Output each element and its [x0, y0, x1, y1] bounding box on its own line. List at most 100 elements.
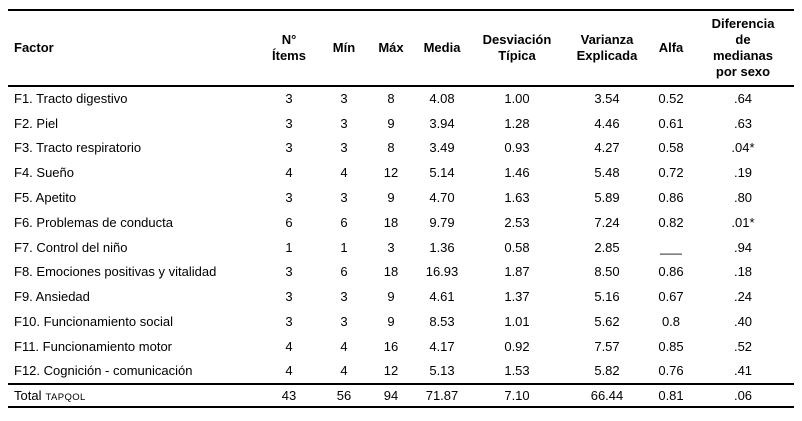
min-cell: 3: [340, 289, 348, 305]
max-cell: 12: [383, 165, 399, 181]
factor-cell: F9. Ansiedad: [14, 289, 90, 305]
media-cell: 3.94: [429, 115, 455, 131]
n-items-cell: 3: [285, 91, 293, 107]
media-cell: 3.49: [429, 140, 455, 156]
desviacion-cell: 1.63: [504, 190, 530, 206]
min-cell: 3: [340, 314, 348, 330]
table-row: F8. Emociones positivas y vitalidad 3 6 18 1…: [8, 260, 794, 285]
table-body: F1. Tracto digestivo 3 3 8 4.08 1.00 3.54 0.52.…: [8, 86, 794, 384]
diferencia-cell: .18: [733, 264, 753, 280]
min-cell: 4: [340, 338, 348, 354]
varianza-cell: 8.50: [594, 264, 620, 280]
max-cell: 8: [387, 91, 395, 107]
factor-cell: F8. Emociones positivas y vitalidad: [14, 264, 217, 280]
table-row: F11. Funcionamiento motor 4 4 16 4.17 0.92 7.5…: [8, 334, 794, 359]
desviacion-cell: 1.37: [504, 289, 530, 305]
factor-cell: F1. Tracto digestivo: [14, 91, 128, 107]
min-cell: 1: [340, 239, 348, 255]
table-row: F10. Funcionamiento social 3 3 9 8.53 1.01 5.6…: [8, 309, 794, 334]
varianza-cell: 3.54: [594, 91, 620, 107]
factor-cell: F10. Funcionamiento social: [14, 314, 173, 330]
table-row: F9. Ansiedad 3 3 9 4.61 1.37 5.16 0.67 .24: [8, 284, 794, 309]
media-cell: 4.61: [429, 289, 455, 305]
total-varianza-cell: 66.44: [564, 382, 650, 408]
n-items-cell: 6: [285, 214, 293, 230]
n-items-cell: 3: [285, 289, 293, 305]
alfa-cell: 0.76: [658, 363, 684, 379]
max-cell: 9: [387, 190, 395, 206]
desviacion-cell: 1.46: [504, 165, 530, 181]
total-media-cell: 71.87: [414, 382, 470, 408]
header-max: Máx: [368, 9, 414, 87]
desviacion-cell: 1.87: [504, 264, 530, 280]
header-row: Factor N° Ítems Mín Máx Media Desviación…: [8, 9, 794, 87]
media-cell: 5.14: [429, 165, 455, 181]
table-row: F6. Problemas de conducta 6 6 18 9.79 2.53 7.2…: [8, 210, 794, 235]
table-row: F7. Control del niño 1 1 3 1.36 0.58 2.85 ___ .9…: [8, 235, 794, 260]
alfa-cell: ___: [660, 239, 682, 255]
alfa-cell: 0.85: [658, 338, 684, 354]
varianza-cell: 7.57: [594, 338, 620, 354]
n-items-cell: 3: [285, 264, 293, 280]
alfa-cell: 0.52: [658, 91, 684, 107]
desviacion-cell: 1.00: [504, 91, 530, 107]
n-items-cell: 3: [285, 190, 293, 206]
table-row: F12. Cognición - comunicación 4 4 12 5.13 1.5…: [8, 359, 794, 384]
n-items-cell: 3: [285, 140, 293, 156]
diferencia-cell: .19: [733, 165, 753, 181]
varianza-cell: 2.85: [594, 239, 620, 255]
total-label-tapqol: TAPQOL: [45, 391, 86, 403]
min-cell: 3: [340, 190, 348, 206]
desviacion-cell: 0.58: [504, 239, 530, 255]
max-cell: 8: [387, 140, 395, 156]
n-items-cell: 4: [285, 338, 293, 354]
varianza-cell: 4.27: [594, 140, 620, 156]
total-label-cell: Total TAPQOL: [8, 382, 258, 408]
table-row: F5. Apetito 3 3 9 4.70 1.63 5.89 0.86 .80: [8, 185, 794, 210]
min-cell: 3: [340, 115, 348, 131]
tapqol-statistics-table: Factor N° Ítems Mín Máx Media Desviación…: [8, 9, 794, 408]
total-n-items-cell: 43: [258, 382, 320, 408]
diferencia-cell: .80: [733, 190, 753, 206]
alfa-cell: 0.67: [658, 289, 684, 305]
table-row: F2. Piel 3 3 9 3.94 1.28 4.46 0.61 .63: [8, 111, 794, 136]
factor-cell: F7. Control del niño: [14, 239, 128, 255]
alfa-cell: 0.8: [661, 314, 681, 330]
header-alfa: Alfa: [650, 9, 692, 87]
header-varianza-explicada: Varianza Explicada: [564, 9, 650, 87]
diferencia-cell: .01*: [731, 214, 755, 230]
total-max-cell: 94: [368, 382, 414, 408]
alfa-cell: 0.58: [658, 140, 684, 156]
min-cell: 3: [340, 140, 348, 156]
min-cell: 6: [340, 264, 348, 280]
total-label: Total: [14, 387, 42, 403]
n-items-cell: 4: [285, 165, 293, 181]
n-items-cell: 4: [285, 363, 293, 379]
min-cell: 4: [340, 363, 348, 379]
total-diferencia-cell: .06: [692, 382, 794, 408]
diferencia-cell: .52: [733, 338, 753, 354]
desviacion-cell: 0.92: [504, 338, 530, 354]
desviacion-cell: 0.93: [504, 140, 530, 156]
media-cell: 5.13: [429, 363, 455, 379]
alfa-cell: 0.61: [658, 115, 684, 131]
header-diferencia-medianas: Diferencia de medianas por sexo: [692, 9, 794, 87]
table-row: F4. Sueño 4 4 12 5.14 1.46 5.48 0.72 .19: [8, 160, 794, 185]
max-cell: 12: [383, 363, 399, 379]
diferencia-cell: .63: [733, 115, 753, 131]
table-row: F1. Tracto digestivo 3 3 8 4.08 1.00 3.54 0.52.…: [8, 86, 794, 111]
media-cell: 16.93: [425, 264, 459, 280]
factor-cell: F4. Sueño: [14, 165, 74, 181]
varianza-cell: 4.46: [594, 115, 620, 131]
media-cell: 9.79: [429, 214, 455, 230]
total-alfa-cell: 0.81: [650, 382, 692, 408]
min-cell: 4: [340, 165, 348, 181]
media-cell: 4.70: [429, 190, 455, 206]
varianza-cell: 5.16: [594, 289, 620, 305]
diferencia-cell: .40: [733, 314, 753, 330]
header-factor: Factor: [8, 9, 258, 87]
max-cell: 16: [383, 338, 399, 354]
diferencia-cell: .64: [733, 91, 753, 107]
varianza-cell: 5.89: [594, 190, 620, 206]
n-items-cell: 1: [285, 239, 293, 255]
